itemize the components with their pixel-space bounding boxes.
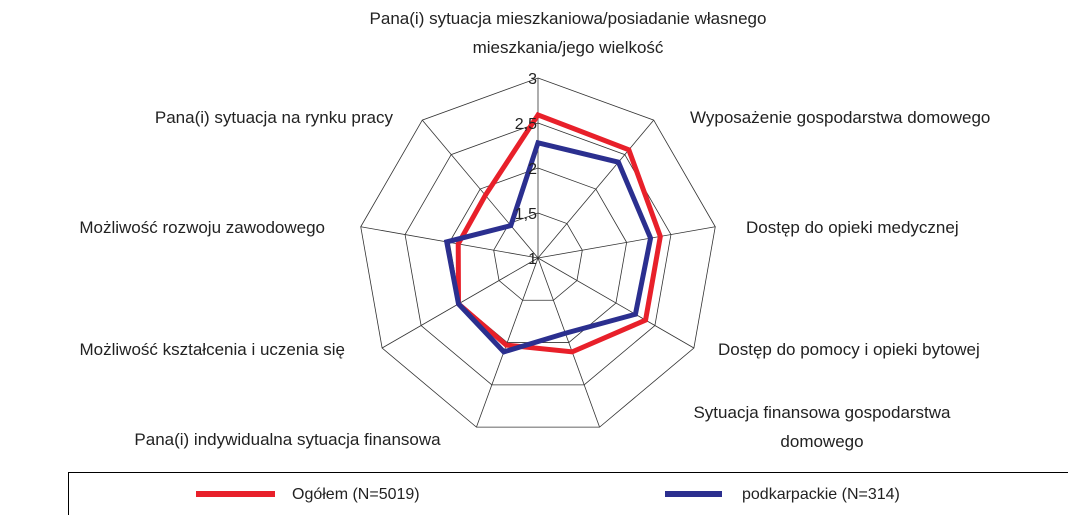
category-label: Możliwość rozwoju zawodowego [79,218,325,237]
series-line [455,111,663,355]
tick-label: 1,5 [515,206,537,223]
legend-label: Ogółem (N=5019) [292,486,420,503]
category-label: Dostęp do pomocy i opieki bytowej [718,340,980,359]
category-label: Pana(i) sytuacja na rynku pracy [154,108,393,127]
grid-ring [493,212,583,301]
category-label: Pana(i) indywidualna sytuacja finansowa [134,430,441,449]
tick-label: 1 [528,251,537,268]
category-label: Wyposażenie gospodarstwa domowego [690,108,991,127]
category-label: Możliwość kształcenia i uczenia się [79,340,346,359]
grid-ring [360,77,716,428]
grid-ring [404,122,672,386]
axis-spoke [421,119,539,259]
axis-spoke [476,257,539,428]
category-label: Pana(i) sytuacja mieszkaniowa/posiadanie… [369,9,767,57]
axis-spoke [537,257,600,428]
tick-label: 2,5 [515,116,537,133]
series-line [443,139,654,355]
tick-label: 3 [528,71,537,88]
category-label: Dostęp do opieki medycznej [746,218,959,237]
legend-label: podkarpackie (N=314) [742,486,900,503]
tick-label: 2 [528,161,537,178]
axis-spoke [537,257,695,349]
axis-spoke [537,119,655,259]
category-label: Sytuacja finansowa gospodarstwa domowego [693,403,951,451]
legend-box [68,472,1068,515]
axis-spoke [537,226,716,259]
